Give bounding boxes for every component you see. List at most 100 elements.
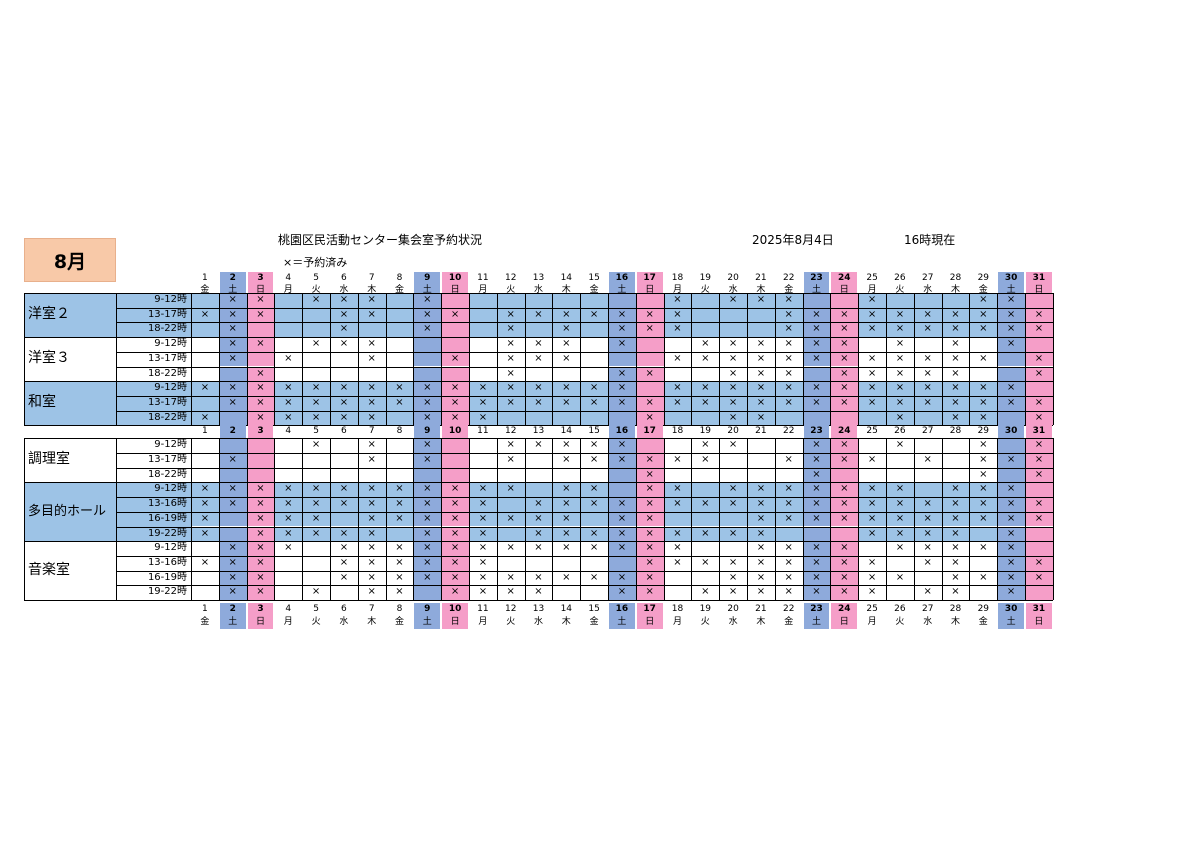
day-column-line bbox=[552, 438, 554, 600]
time-slot-label: 9-12時 bbox=[154, 439, 187, 451]
weekend-cell bbox=[608, 293, 636, 308]
weekend-cell bbox=[997, 381, 1025, 396]
booked-mark: × bbox=[311, 439, 321, 451]
booked-mark: × bbox=[784, 323, 793, 335]
top-header-weekend-band bbox=[609, 272, 635, 298]
booked-mark: × bbox=[1006, 308, 1016, 320]
booked-mark: × bbox=[450, 571, 460, 583]
booked-mark: × bbox=[534, 512, 543, 524]
weekend-cell bbox=[441, 497, 469, 512]
top-header-weekday: 土 bbox=[228, 285, 238, 295]
weekend-cell bbox=[413, 467, 442, 483]
booked-mark: × bbox=[478, 483, 488, 495]
mid-header-weekend-band bbox=[247, 425, 274, 439]
booked-mark: × bbox=[478, 527, 488, 539]
bottom-header-day-number: 13 bbox=[532, 604, 545, 614]
slot-row bbox=[191, 410, 1053, 426]
weekend-cell bbox=[218, 322, 247, 338]
booked-mark: × bbox=[784, 294, 793, 305]
mid-header-day-number: 2 bbox=[229, 426, 236, 437]
time-slot-label: 18-22時 bbox=[147, 367, 187, 379]
weekend-cell bbox=[413, 570, 442, 586]
bottom-header-day-number: 12 bbox=[504, 604, 517, 614]
bottom-header-weekday: 金 bbox=[200, 617, 210, 627]
time-slot-label: 18-22時 bbox=[147, 411, 187, 423]
booked-mark: × bbox=[256, 411, 265, 423]
top-header-weekday: 土 bbox=[1006, 285, 1016, 295]
bottom-header-weekday: 日 bbox=[450, 617, 460, 627]
mid-header-day-number: 10 bbox=[448, 426, 462, 437]
booked-mark: × bbox=[284, 527, 293, 539]
bottom-header-day-number: 25 bbox=[866, 604, 878, 614]
weekend-cell bbox=[830, 337, 859, 352]
booked-mark: × bbox=[256, 382, 265, 394]
weekend-cell bbox=[441, 410, 469, 426]
booked-mark: × bbox=[756, 571, 766, 583]
booked-mark: × bbox=[728, 367, 738, 379]
booked-mark: × bbox=[311, 294, 321, 305]
day-column-line bbox=[997, 438, 999, 600]
booked-mark: × bbox=[311, 527, 321, 539]
day-column-line bbox=[357, 438, 359, 600]
weekend-cell bbox=[246, 410, 275, 426]
row-divider bbox=[116, 438, 1053, 440]
booked-mark: × bbox=[256, 338, 265, 350]
slot-row bbox=[191, 438, 1053, 453]
booked-mark: × bbox=[589, 308, 599, 320]
weekend-cell bbox=[218, 366, 247, 382]
booked-mark: × bbox=[784, 338, 793, 350]
booked-mark: × bbox=[784, 382, 793, 394]
time-slot-label: 9-12時 bbox=[154, 542, 187, 554]
booked-mark: × bbox=[812, 439, 821, 451]
booked-mark: × bbox=[895, 396, 905, 408]
bottom-header-day-number: 15 bbox=[588, 604, 600, 614]
slot-row bbox=[191, 556, 1053, 571]
day-column-line bbox=[385, 438, 387, 600]
slot-row bbox=[191, 293, 1053, 308]
bottom-header-weekday: 金 bbox=[394, 617, 404, 627]
booked-mark: × bbox=[395, 498, 404, 510]
booked-mark: × bbox=[228, 323, 237, 335]
weekend-cell bbox=[830, 526, 859, 542]
booked-mark: × bbox=[1034, 498, 1044, 510]
day-column-line bbox=[830, 438, 832, 600]
booked-mark: × bbox=[867, 396, 877, 408]
day-column-line bbox=[1025, 293, 1026, 426]
booked-mark: × bbox=[673, 527, 682, 539]
weekend-cell bbox=[218, 511, 247, 527]
booked-mark: × bbox=[228, 454, 237, 465]
day-column-line bbox=[218, 438, 220, 600]
weekend-cell bbox=[830, 585, 859, 600]
time-slot-label: 13-17時 bbox=[147, 454, 187, 465]
booked-mark: × bbox=[701, 338, 710, 350]
bottom-header-day-number: 18 bbox=[671, 604, 684, 614]
weekend-cell bbox=[218, 541, 247, 556]
slot-label-cells bbox=[116, 337, 191, 381]
weekend-cell bbox=[608, 438, 636, 453]
weekend-cell bbox=[246, 293, 275, 308]
weekend-cell bbox=[997, 337, 1025, 352]
booked-mark: × bbox=[423, 294, 432, 305]
booked-mark: × bbox=[701, 586, 710, 598]
weekend-cell bbox=[608, 570, 636, 586]
booked-mark: × bbox=[840, 483, 849, 495]
mid-header-weekend-band bbox=[831, 425, 858, 439]
weekend-cell bbox=[997, 307, 1025, 323]
booked-mark: × bbox=[506, 439, 515, 451]
weekend-cell bbox=[1025, 410, 1053, 426]
booked-mark: × bbox=[311, 382, 321, 394]
weekend-cell bbox=[218, 467, 247, 483]
booked-mark: × bbox=[812, 323, 821, 335]
weekend-cell bbox=[997, 497, 1025, 512]
mid-header-day-number: 4 bbox=[285, 426, 292, 437]
booked-mark: × bbox=[867, 483, 877, 495]
day-column-line bbox=[913, 293, 915, 426]
booked-mark: × bbox=[506, 308, 515, 320]
row-divider bbox=[116, 322, 1053, 324]
booked-mark: × bbox=[645, 498, 654, 510]
weekend-cell bbox=[997, 555, 1025, 571]
room-divider bbox=[24, 293, 1053, 294]
booked-mark: × bbox=[311, 512, 321, 524]
weekend-cell bbox=[997, 366, 1025, 382]
booked-mark: × bbox=[423, 454, 432, 465]
